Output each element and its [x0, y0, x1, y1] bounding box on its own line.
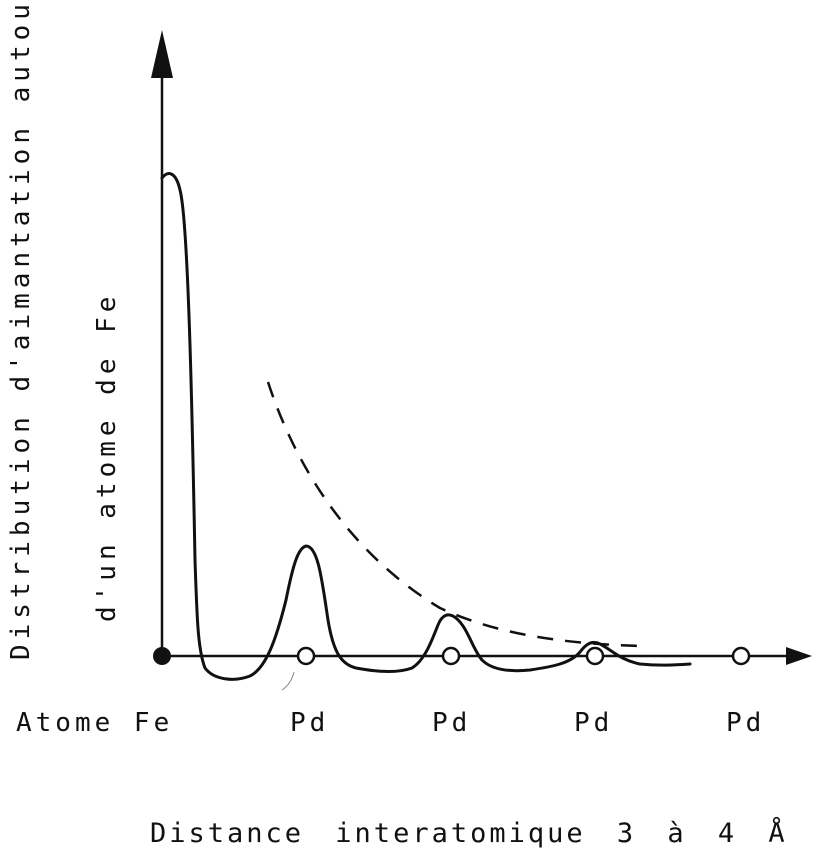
site-label-pd-1: Pd: [290, 708, 330, 738]
x-axis-label: Distance interatomique 3 à 4 Å: [150, 818, 788, 849]
y-axis-label-line2: d'un atome de Fe: [92, 291, 122, 622]
y-axis-arrowhead: [151, 30, 173, 78]
stray-mark: [281, 671, 295, 691]
site-label-pd-4: Pd: [726, 708, 766, 738]
site-label-pd-3: Pd: [574, 708, 614, 738]
y-axis-label-line1: Distribution d'aimantation autour: [6, 0, 36, 660]
pd-atom-marker: [731, 646, 751, 666]
fe-atom-marker: [153, 647, 171, 665]
pd-atom-marker: [441, 646, 461, 666]
pd-atom-marker: [585, 646, 605, 666]
x-axis-arrowhead: [786, 647, 812, 665]
dashed-envelope-curve: [266, 381, 643, 648]
magnetization-curve: [160, 172, 692, 681]
site-label-pd-2: Pd: [432, 708, 472, 738]
pd-atom-marker: [296, 646, 316, 666]
site-label-fe: Atome Fe: [16, 708, 174, 738]
